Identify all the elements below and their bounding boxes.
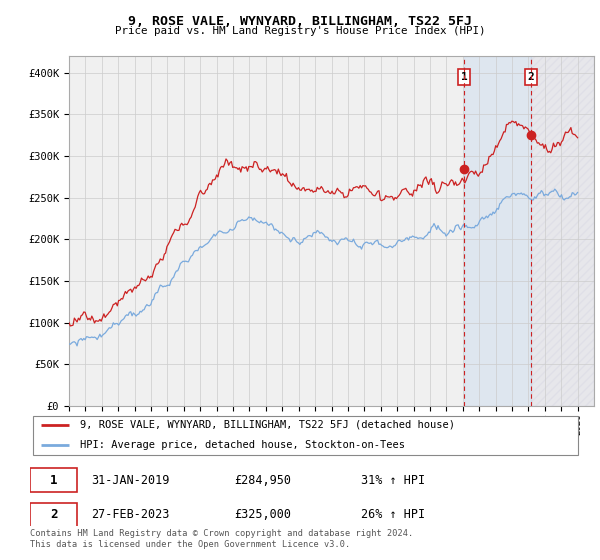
Text: 9, ROSE VALE, WYNYARD, BILLINGHAM, TS22 5FJ: 9, ROSE VALE, WYNYARD, BILLINGHAM, TS22 … — [128, 15, 472, 28]
Text: HPI: Average price, detached house, Stockton-on-Tees: HPI: Average price, detached house, Stoc… — [80, 440, 404, 450]
FancyBboxPatch shape — [30, 502, 77, 527]
Text: £284,950: £284,950 — [234, 474, 291, 487]
Bar — [464, 56, 531, 406]
Text: 1: 1 — [461, 72, 467, 82]
Text: 2: 2 — [50, 508, 58, 521]
FancyBboxPatch shape — [33, 416, 578, 455]
Text: 2: 2 — [527, 72, 535, 82]
Text: £325,000: £325,000 — [234, 508, 291, 521]
Text: 26% ↑ HPI: 26% ↑ HPI — [361, 508, 425, 521]
Text: 9, ROSE VALE, WYNYARD, BILLINGHAM, TS22 5FJ (detached house): 9, ROSE VALE, WYNYARD, BILLINGHAM, TS22 … — [80, 420, 455, 430]
Text: 31-JAN-2019: 31-JAN-2019 — [91, 474, 169, 487]
Bar — [531, 56, 594, 406]
Text: Price paid vs. HM Land Registry's House Price Index (HPI): Price paid vs. HM Land Registry's House … — [115, 26, 485, 36]
Text: 1: 1 — [50, 474, 58, 487]
Text: 31% ↑ HPI: 31% ↑ HPI — [361, 474, 425, 487]
Text: 27-FEB-2023: 27-FEB-2023 — [91, 508, 169, 521]
Text: Contains HM Land Registry data © Crown copyright and database right 2024.
This d: Contains HM Land Registry data © Crown c… — [30, 529, 413, 549]
FancyBboxPatch shape — [30, 468, 77, 492]
